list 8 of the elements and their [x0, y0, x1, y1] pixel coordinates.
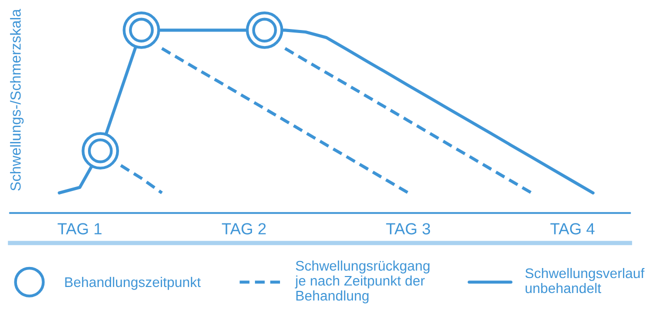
- legend-label: Schwellungsrückgang je nach Zeitpunkt der Behandlung: [294, 260, 430, 304]
- y-axis-title: Schwellungs-/Schmerzskala: [10, 8, 24, 191]
- legend-label: Behandlungszeitpunkt: [65, 276, 201, 290]
- x-tick-label: TAG 3: [386, 223, 430, 234]
- x-tick-label: TAG 4: [550, 223, 595, 234]
- x-tick-label: TAG 2: [222, 223, 266, 234]
- legend-label: Schwellungsverlauf unbehandelt: [525, 268, 644, 294]
- x-tick-label: TAG 1: [58, 223, 102, 234]
